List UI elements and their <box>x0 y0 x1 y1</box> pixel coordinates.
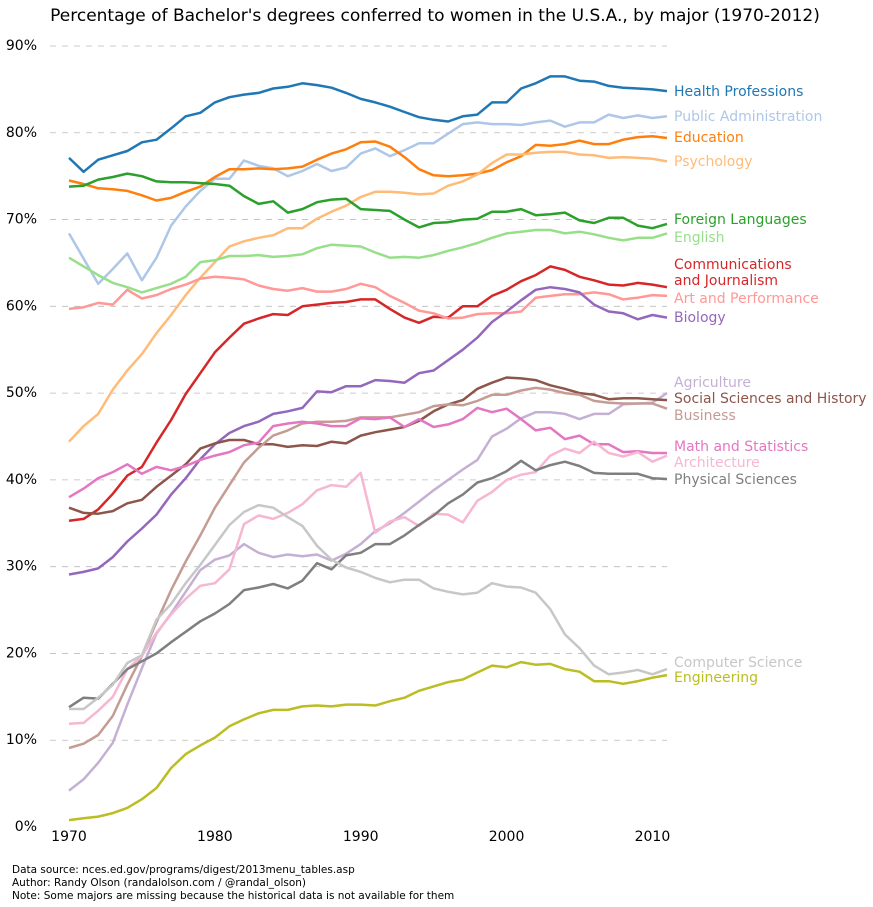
legend-label: Foreign Languages <box>674 212 807 228</box>
legend-label: English <box>674 230 725 246</box>
x-tick-label: 1990 <box>343 829 379 845</box>
y-tick-label: 90% <box>6 38 37 54</box>
series-line <box>68 172 668 230</box>
series-line <box>68 275 668 320</box>
legend-label: Psychology <box>674 154 753 170</box>
series-line <box>68 285 668 576</box>
x-tick-label: 2000 <box>489 829 525 845</box>
legend-label: Architecture <box>674 455 760 471</box>
legend-label: Math and Statistics <box>674 439 809 455</box>
series-line <box>68 150 668 443</box>
legend-label: Engineering <box>674 670 758 686</box>
legend-label: Computer Science <box>674 655 803 671</box>
series-line <box>68 228 668 294</box>
series-line <box>67 113 668 286</box>
series-line <box>68 134 668 202</box>
series-line <box>68 660 668 822</box>
y-tick-label: 80% <box>6 125 37 141</box>
footnote: Note: Some majors are missing because th… <box>12 890 455 902</box>
y-tick-label: 60% <box>6 298 37 314</box>
legend-label: Health Professions <box>674 84 804 100</box>
footnote: Author: Randy Olson (randalolson.com / @… <box>12 877 307 889</box>
series-line <box>68 376 668 515</box>
x-tick-label: 1970 <box>51 829 87 845</box>
series-line <box>68 386 668 750</box>
legend-label: Public Administration <box>674 109 823 125</box>
chart-title: Percentage of Bachelor's degrees conferr… <box>50 6 820 26</box>
legend-label: Art and Performance <box>674 291 819 307</box>
y-tick-label: 50% <box>6 385 37 401</box>
legend-label: Communications and Journalism <box>674 257 792 289</box>
legend-label: Biology <box>674 310 726 326</box>
footnote: Data source: nces.ed.gov/programs/digest… <box>12 864 355 876</box>
y-tick-label: 20% <box>6 645 37 661</box>
series-line <box>69 503 668 711</box>
legend-label: Physical Sciences <box>674 472 797 488</box>
series-line <box>68 459 668 709</box>
y-tick-label: 10% <box>6 732 37 748</box>
legend-label: Agriculture <box>674 375 751 391</box>
x-tick-label: 1980 <box>197 829 233 845</box>
legend-label: Business <box>674 408 736 424</box>
series-line <box>68 406 667 499</box>
legend-label: Education <box>674 130 744 146</box>
series-line <box>68 440 668 725</box>
x-tick-label: 2010 <box>635 829 671 845</box>
series-line <box>68 265 668 522</box>
y-tick-label: 30% <box>6 559 37 575</box>
series-line <box>68 75 668 174</box>
y-tick-label: 70% <box>6 212 37 228</box>
legend-label: Social Sciences and History <box>674 391 867 407</box>
y-tick-label: 40% <box>6 472 37 488</box>
y-tick-label: 0% <box>15 819 37 835</box>
